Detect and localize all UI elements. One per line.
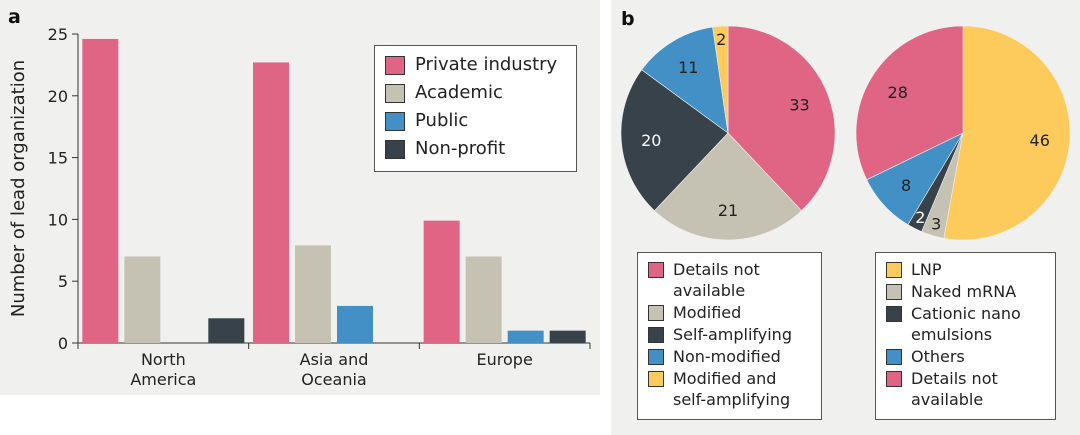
x-tick-label: Europe (477, 350, 533, 369)
legend-label: Details not available (911, 369, 998, 409)
pie-1-slice (620, 69, 729, 212)
legend-swatch (385, 112, 405, 131)
legend-swatch (385, 140, 405, 159)
legend-label: Modified (673, 303, 742, 322)
bar-public (507, 330, 544, 343)
pie-2-value-label: 3 (931, 214, 941, 233)
bar-private-industry (253, 62, 289, 343)
legend-label: Cationic nano emulsions (911, 304, 1021, 344)
bar-public (337, 305, 373, 343)
bar-chart: 0 5 10 15 20 25 Number of lead organization Nor… (8, 25, 591, 389)
pie-legend-2: LNP Naked mRNA Cationic nano emulsions Othe… (875, 252, 1056, 420)
bar-academic (124, 256, 161, 343)
bar-academic (465, 256, 502, 343)
legend-label: Public (415, 110, 469, 131)
legend-item: Others (886, 346, 1045, 367)
legend-swatch (385, 84, 405, 103)
pie-1-value-label: 20 (641, 131, 661, 150)
x-tick-label: Oceania (301, 370, 366, 389)
pie-1-slice (727, 25, 836, 212)
y-axis-title: Number of lead organization (8, 60, 29, 317)
legend-item: Public (385, 110, 566, 131)
y-tick-label: 5 (58, 272, 68, 291)
legend-swatch (385, 56, 405, 75)
y-tick-label: 15 (48, 149, 68, 168)
y-tick-label: 10 (48, 210, 68, 229)
legend-label: Academic (415, 82, 503, 103)
legend-swatch (648, 262, 664, 278)
legend-item: Details not available (886, 368, 1045, 410)
legend-swatch (648, 349, 664, 365)
legend-swatch (886, 371, 902, 387)
bar-non-profit (208, 318, 245, 343)
legend-item: Details not available (648, 259, 811, 301)
panel-b: b 33 21 20 11 2 46 3 2 8 28 Details not available… (611, 0, 1080, 435)
legend-item: Non-profit (385, 138, 566, 159)
panel-label-b: b (621, 8, 635, 30)
x-tick-label: America (130, 370, 196, 389)
legend-item: Self-amplifying (648, 324, 811, 345)
legend-label: LNP (911, 260, 942, 279)
x-tick-label: North (141, 350, 186, 369)
legend-label: Non-profit (415, 138, 506, 159)
pie-legend-1: Details not available Modified Self-amplif… (637, 252, 822, 420)
y-tick-label: 25 (48, 25, 68, 44)
y-tick-label: 0 (58, 334, 68, 353)
panel-a: a 0 5 10 15 20 25 Number of lead organization N… (0, 0, 600, 395)
legend-label: Others (911, 347, 965, 366)
legend-swatch (886, 349, 902, 365)
bar-legend: Private industry Academic Public Non-profit (374, 45, 577, 172)
pie-2-value-label: 46 (1030, 131, 1050, 150)
pie-1-value-label: 2 (716, 30, 726, 49)
legend-item: Academic (385, 82, 566, 103)
x-tick-label: Asia and (300, 350, 369, 369)
legend-swatch (648, 305, 664, 321)
pie-1-slice (641, 26, 729, 134)
legend-item: LNP (886, 259, 1045, 280)
legend-swatch (886, 306, 902, 322)
pie-1-value-label: 33 (789, 95, 809, 114)
legend-item: Private industry (385, 54, 566, 75)
pie-2-value-label: 8 (901, 176, 911, 195)
bar-academic (295, 245, 331, 343)
pie-1-slice (712, 25, 729, 134)
pie-2-value-label: 2 (915, 208, 925, 227)
pie-1-slice (653, 132, 803, 241)
legend-label: Private industry (415, 54, 558, 75)
bar-private-industry (82, 38, 119, 343)
legend-swatch (648, 371, 664, 387)
pie-1-value-label: 11 (678, 58, 698, 77)
legend-swatch (886, 262, 902, 278)
legend-item: Modified (648, 302, 811, 323)
legend-label: Non-modified (673, 347, 781, 366)
legend-item: Naked mRNA (886, 281, 1045, 302)
panel-label-a: a (8, 6, 21, 28)
legend-item: Cationic nano emulsions (886, 303, 1045, 345)
pie-2-slice (855, 25, 964, 181)
y-tick-label: 20 (48, 87, 68, 106)
legend-item: Non-modified (648, 346, 811, 367)
pie-2-value-label: 28 (888, 83, 908, 102)
legend-label: Details not available (673, 260, 760, 300)
legend-swatch (648, 327, 664, 343)
legend-item: Modified and self-amplifying (648, 368, 811, 410)
pie-2-slice (943, 25, 1071, 241)
legend-swatch (886, 284, 902, 300)
legend-label: Modified and self-amplifying (673, 369, 791, 409)
bar-private-industry (423, 220, 460, 343)
legend-label: Self-amplifying (673, 325, 792, 344)
pie-1-value-label: 21 (718, 201, 738, 220)
bar-non-profit (549, 330, 586, 343)
legend-label: Naked mRNA (911, 282, 1017, 301)
